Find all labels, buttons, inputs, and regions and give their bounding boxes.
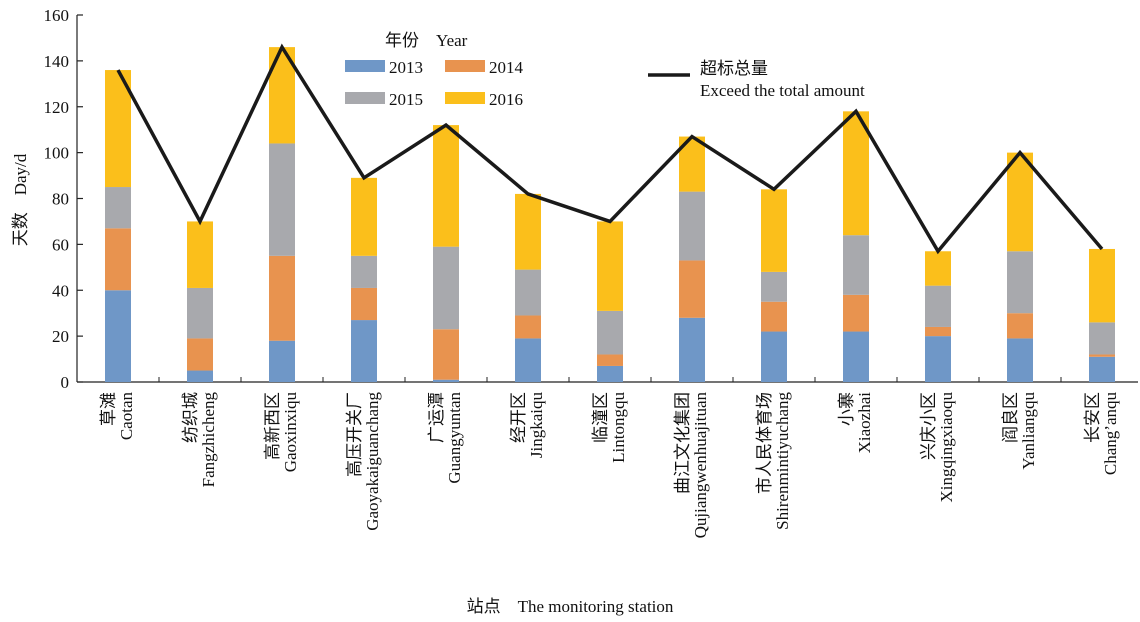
y-tick-label: 20: [52, 327, 69, 346]
bar-segment: [761, 271, 787, 302]
bar-segment: [351, 320, 377, 382]
x-tick-label: 高压开关厂: [345, 392, 364, 477]
x-tick-label: 经开区: [509, 392, 528, 443]
bar-segment: [679, 191, 705, 261]
x-tick-label-en: Qujiangwenhuajituan: [691, 392, 710, 539]
bar-segment: [761, 189, 787, 272]
y-axis-label: 天数 Day/d: [11, 153, 30, 246]
bar-segment: [515, 193, 541, 270]
x-tick-label-en: Xiaozhai: [855, 392, 874, 454]
legend-label: 2016: [489, 90, 523, 109]
bar-segment: [925, 251, 951, 286]
bar-segment: [761, 301, 787, 332]
y-tick-label: 60: [52, 235, 69, 254]
bar-segment: [925, 336, 951, 382]
y-tick-label: 160: [44, 6, 70, 25]
x-tick-label-en: Xingqingxiaoqu: [937, 392, 956, 503]
x-tick-label: 曲江文化集团: [673, 392, 692, 494]
x-tick-label: 市人民体育场: [755, 392, 774, 494]
y-tick-label: 80: [52, 190, 69, 209]
bar-segment: [1089, 354, 1115, 357]
bar-segment: [269, 143, 295, 256]
bar-segment: [843, 331, 869, 382]
bar-segment: [1007, 338, 1033, 382]
bar-segment: [105, 290, 131, 382]
x-tick-label: 长安区: [1083, 392, 1102, 443]
x-tick-label-en: Chang’anqu: [1101, 392, 1120, 476]
x-tick-label: 临潼区: [591, 392, 610, 443]
x-tick-label: 高新西区: [263, 392, 282, 460]
y-tick-label: 100: [44, 144, 70, 163]
bar-segment: [843, 111, 869, 236]
legend-line-label-en: Exceed the total amount: [700, 81, 865, 100]
x-tick-label-en: Lintongqu: [609, 392, 628, 463]
y-tick-label: 140: [44, 52, 70, 71]
bar-segment: [843, 235, 869, 295]
bar-segment: [351, 287, 377, 321]
bar-segment: [433, 379, 459, 382]
bar-segment: [105, 228, 131, 291]
x-tick-label-en: Guangyuntan: [445, 392, 464, 484]
total-line: [116, 43, 1104, 255]
bar-segment: [1007, 152, 1033, 252]
x-tick-label: 兴庆小区: [919, 392, 938, 460]
x-tick-label-en: Shirenmintiyuchang: [773, 392, 792, 530]
bar-segment: [1089, 356, 1115, 382]
bar-segment: [679, 317, 705, 382]
bar-segment: [433, 246, 459, 330]
x-tick-label-en: Jingkaiqu: [527, 392, 546, 459]
bar-segment: [351, 177, 377, 256]
legend-label: 2015: [389, 90, 423, 109]
legend-swatch: [445, 92, 485, 104]
legend-label: 2013: [389, 58, 423, 77]
x-tick-label-en: Yanliangqu: [1019, 392, 1038, 470]
bar-segment: [187, 338, 213, 371]
legend-title: 年份 Year: [385, 31, 468, 50]
x-axis-label: 站点 The monitoring station: [467, 597, 674, 616]
legend-swatch: [445, 60, 485, 72]
x-tick-label-en: Gaoyakaiguanchang: [363, 392, 382, 531]
bar-segment: [925, 326, 951, 337]
bar-segment: [1007, 251, 1033, 314]
bar-segment: [515, 338, 541, 382]
x-tick-label: 阎良区: [1001, 392, 1020, 443]
bar-segment: [187, 287, 213, 339]
x-tick-label-en: Gaoxinxiqu: [281, 392, 300, 473]
bar-segment: [1089, 322, 1115, 355]
x-tick-label: 纺织城: [181, 392, 200, 443]
bar-segment: [351, 255, 377, 288]
bar-segment: [187, 370, 213, 382]
legend-line-label: 超标总量: [700, 59, 768, 78]
bar-segment: [843, 294, 869, 332]
x-tick-label-en: Caotan: [117, 392, 136, 441]
bar-segment: [1007, 313, 1033, 339]
bar-segment: [761, 331, 787, 382]
bar-segment: [269, 340, 295, 382]
bar-segment: [597, 310, 623, 355]
bar-segment: [597, 365, 623, 382]
legend-label: 2014: [489, 58, 524, 77]
bar-segment: [597, 221, 623, 311]
bar-segment: [187, 221, 213, 288]
bar-segment: [515, 315, 541, 339]
y-tick-label: 120: [44, 98, 70, 117]
bar-segment: [679, 260, 705, 318]
legend-swatch: [345, 60, 385, 72]
x-tick-label: 广运潭: [427, 392, 446, 443]
x-tick-label-en: Fangzhicheng: [199, 392, 218, 488]
bar-segment: [433, 125, 459, 247]
bar-segment: [269, 255, 295, 341]
bar-segment: [1089, 248, 1115, 323]
bar-segment: [515, 269, 541, 316]
legend-swatch: [345, 92, 385, 104]
y-tick-label: 40: [52, 281, 69, 300]
x-tick-label: 草滩: [99, 392, 118, 426]
bar-segment: [105, 187, 131, 229]
bar-segment: [925, 285, 951, 327]
bar-segment: [433, 329, 459, 380]
y-tick-label: 0: [61, 373, 70, 392]
bar-segment: [597, 354, 623, 366]
x-tick-label: 小寨: [837, 392, 856, 426]
